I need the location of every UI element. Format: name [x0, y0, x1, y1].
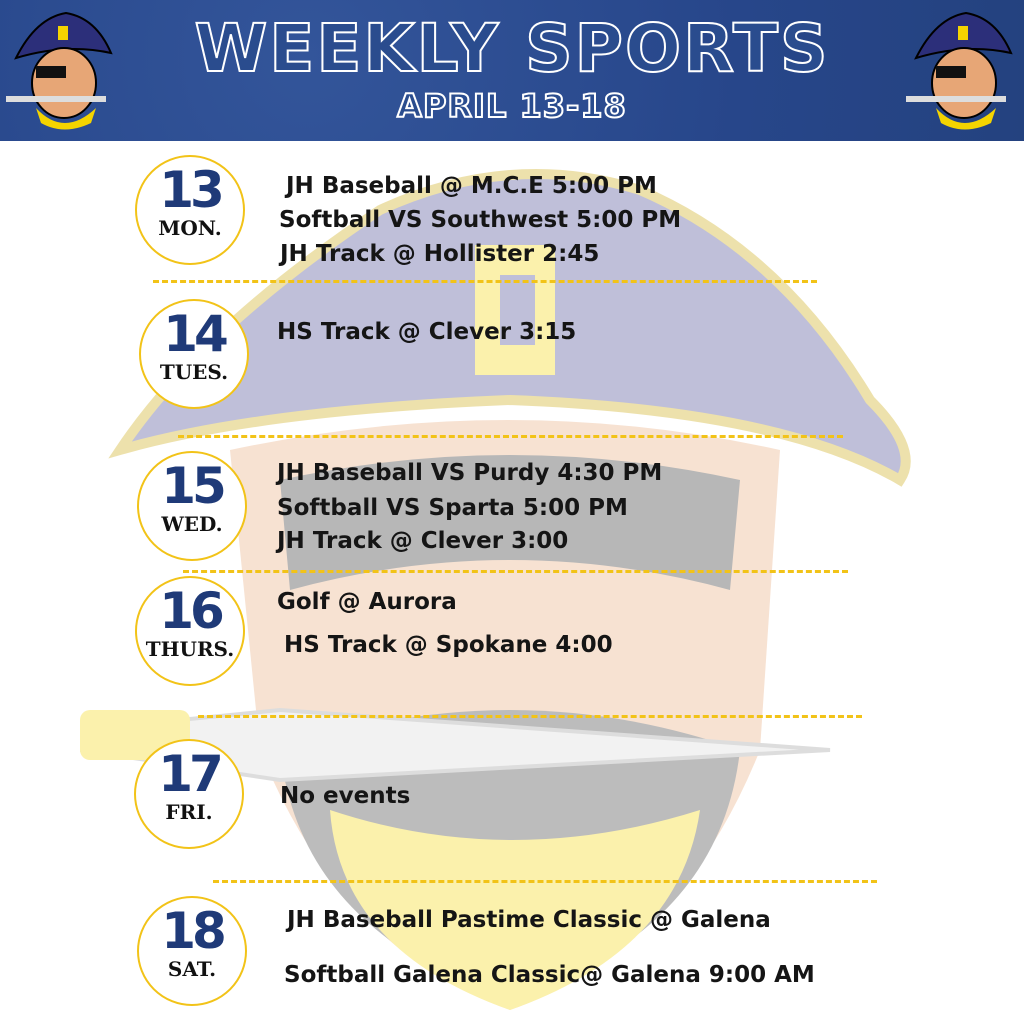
dashed-divider: [183, 570, 848, 573]
event-item: Softball VS Southwest 5:00 PM: [279, 207, 682, 233]
weekday-label: WED.: [161, 512, 223, 536]
dashed-divider: [213, 880, 877, 883]
pirate-mascot-logo-left: [6, 11, 113, 130]
event-item: JH Track @ Hollister 2:45: [280, 241, 600, 267]
dashed-divider: [198, 715, 862, 718]
weekday-label: THURS.: [145, 637, 235, 661]
header-banner: WEEKLY SPORTS APRIL 13-18: [0, 0, 1024, 141]
event-item: JH Track @ Clever 3:00: [277, 528, 569, 554]
weekday-label: MON.: [158, 216, 222, 240]
date-badge-sat: 18 SAT.: [137, 896, 247, 1006]
date-badge-tues: 14 TUES.: [139, 299, 249, 409]
date-number: 14: [163, 305, 229, 363]
banner-title: WEEKLY SPORTS: [193, 10, 830, 87]
date-number: 18: [161, 902, 227, 960]
event-item: Softball Galena Classic@ Galena 9:00 AM: [284, 962, 815, 988]
date-badge-fri: 17 FRI.: [134, 739, 244, 849]
dashed-divider: [153, 280, 817, 283]
weekday-label: TUES.: [159, 360, 229, 384]
event-item: HS Track @ Spokane 4:00: [284, 632, 613, 658]
event-item: Golf @ Aurora: [277, 589, 457, 615]
date-number: 15: [161, 457, 227, 515]
event-item: JH Baseball VS Purdy 4:30 PM: [277, 460, 663, 486]
dashed-divider: [178, 435, 843, 438]
event-item: HS Track @ Clever 3:15: [277, 319, 577, 345]
event-item: No events: [280, 783, 411, 809]
date-number: 16: [159, 582, 225, 640]
date-badge-thurs: 16 THURS.: [135, 576, 245, 686]
date-number: 13: [159, 161, 225, 219]
event-item: Softball VS Sparta 5:00 PM: [277, 495, 628, 521]
weekday-label: SAT.: [167, 957, 217, 981]
date-badge-wed: 15 WED.: [137, 451, 247, 561]
pirate-mascot-logo-right: [906, 11, 1013, 130]
weekday-label: FRI.: [165, 800, 213, 824]
event-item: JH Baseball Pastime Classic @ Galena: [287, 907, 771, 933]
date-number: 17: [158, 745, 224, 803]
event-item: JH Baseball @ M.C.E 5:00 PM: [286, 173, 657, 199]
banner-date-range: APRIL 13-18: [396, 87, 627, 125]
date-badge-mon: 13 MON.: [135, 155, 245, 265]
